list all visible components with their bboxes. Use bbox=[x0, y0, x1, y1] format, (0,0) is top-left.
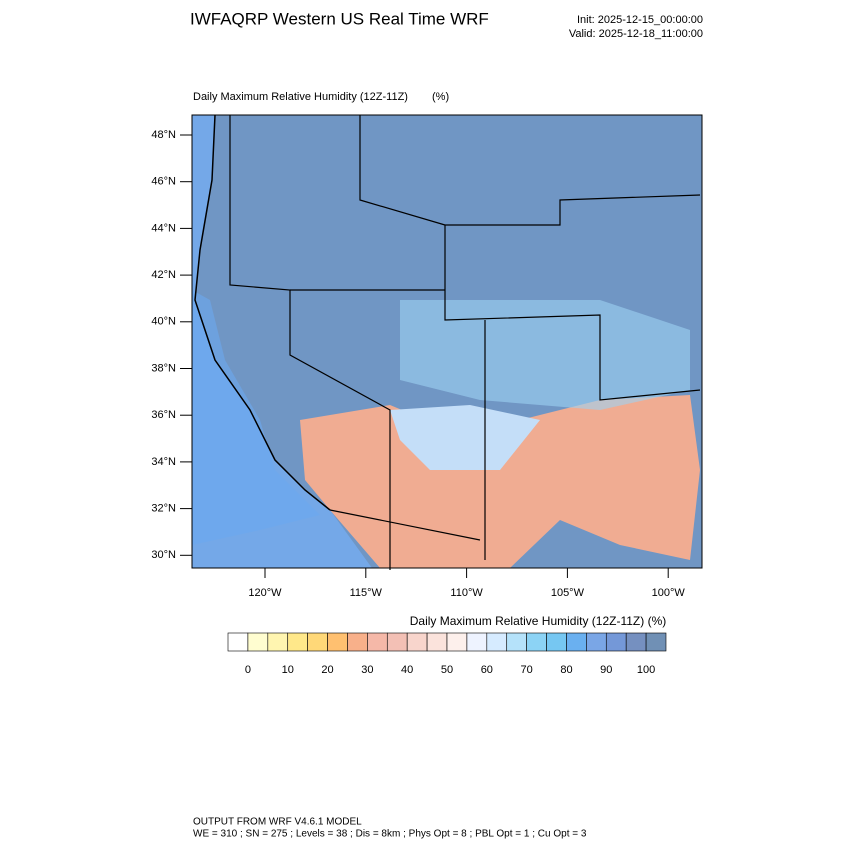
moist-region bbox=[400, 300, 690, 410]
lat-label: 30°N bbox=[151, 549, 176, 561]
colorbar-tick-label: 90 bbox=[600, 664, 612, 676]
colorbar-box bbox=[406, 632, 428, 652]
map-title: Daily Maximum Relative Humidity (12Z-11Z… bbox=[193, 91, 408, 103]
colorbar-tick-label: 70 bbox=[521, 664, 533, 676]
colorbar-tick-label: 30 bbox=[361, 664, 373, 676]
init-time: Init: 2025-12-15_00:00:00 bbox=[577, 14, 703, 26]
main-title: IWFAQRP Western US Real Time WRF bbox=[190, 9, 489, 28]
state-borders bbox=[229, 115, 701, 570]
colorbar-box bbox=[327, 632, 348, 652]
footer-line: OUTPUT FROM WRF V4.6.1 MODEL bbox=[193, 817, 362, 828]
ocean-shade bbox=[192, 290, 320, 545]
valid-time: Valid: 2025-12-18_11:00:00 bbox=[569, 28, 703, 40]
colorbar-box bbox=[267, 632, 289, 652]
lon-label: 105°W bbox=[551, 587, 585, 599]
lat-label: 44°N bbox=[151, 222, 176, 234]
colorbar-box bbox=[586, 632, 607, 652]
lon-label: 115°W bbox=[350, 587, 383, 599]
colorbar-box bbox=[367, 632, 388, 652]
colorbar-tick-label: 50 bbox=[441, 664, 453, 676]
colorbar-box bbox=[645, 632, 667, 652]
lat-label: 48°N bbox=[151, 129, 176, 141]
colorbar-box bbox=[347, 632, 368, 652]
colorbar-box bbox=[466, 632, 488, 652]
colorbar-box bbox=[287, 632, 308, 652]
lon-label: 120°W bbox=[248, 587, 282, 599]
colorbar-box bbox=[566, 632, 587, 652]
colorbar-box bbox=[227, 632, 249, 652]
lat-label: 32°N bbox=[151, 503, 176, 515]
coastline bbox=[194, 114, 331, 511]
lat-label: 38°N bbox=[151, 362, 176, 374]
colorbar-box bbox=[506, 632, 527, 652]
colorbar-box bbox=[605, 632, 627, 652]
colorbar-box bbox=[386, 632, 408, 652]
colorbar-tick-label: 20 bbox=[321, 664, 333, 676]
footer-line: WE = 310 ; SN = 275 ; Levels = 38 ; Dis … bbox=[193, 829, 587, 840]
lat-label: 34°N bbox=[151, 456, 176, 468]
lon-label: 100°W bbox=[652, 587, 686, 599]
colorbar-box bbox=[526, 632, 547, 652]
map bbox=[191, 114, 703, 570]
colorbar-box bbox=[307, 632, 328, 652]
colorbar-box bbox=[247, 632, 269, 652]
lat-label: 42°N bbox=[151, 269, 176, 281]
lon-label: 110°W bbox=[450, 587, 483, 599]
colorbar-tick-label: 40 bbox=[401, 664, 413, 676]
colorbar-box bbox=[546, 632, 567, 652]
colorbar-tick-label: 10 bbox=[282, 664, 294, 676]
colorbar-tick-label: 0 bbox=[245, 664, 251, 676]
colorbar-box bbox=[486, 632, 508, 652]
lat-label: 36°N bbox=[151, 409, 176, 421]
lat-label: 40°N bbox=[151, 316, 176, 328]
map-frame bbox=[191, 114, 703, 569]
map-units: (%) bbox=[432, 91, 449, 103]
colorbar-title: Daily Maximum Relative Humidity (12Z-11Z… bbox=[410, 614, 667, 628]
lat-label: 46°N bbox=[151, 176, 176, 188]
colorbar-tick-label: 100 bbox=[637, 664, 655, 676]
colorbar-box bbox=[625, 632, 647, 652]
colorbar-tick-label: 80 bbox=[560, 664, 572, 676]
colorbar-box bbox=[446, 632, 468, 652]
colorbar-tick-label: 60 bbox=[481, 664, 493, 676]
colorbar-box bbox=[426, 632, 448, 652]
moist-patch bbox=[390, 405, 540, 470]
